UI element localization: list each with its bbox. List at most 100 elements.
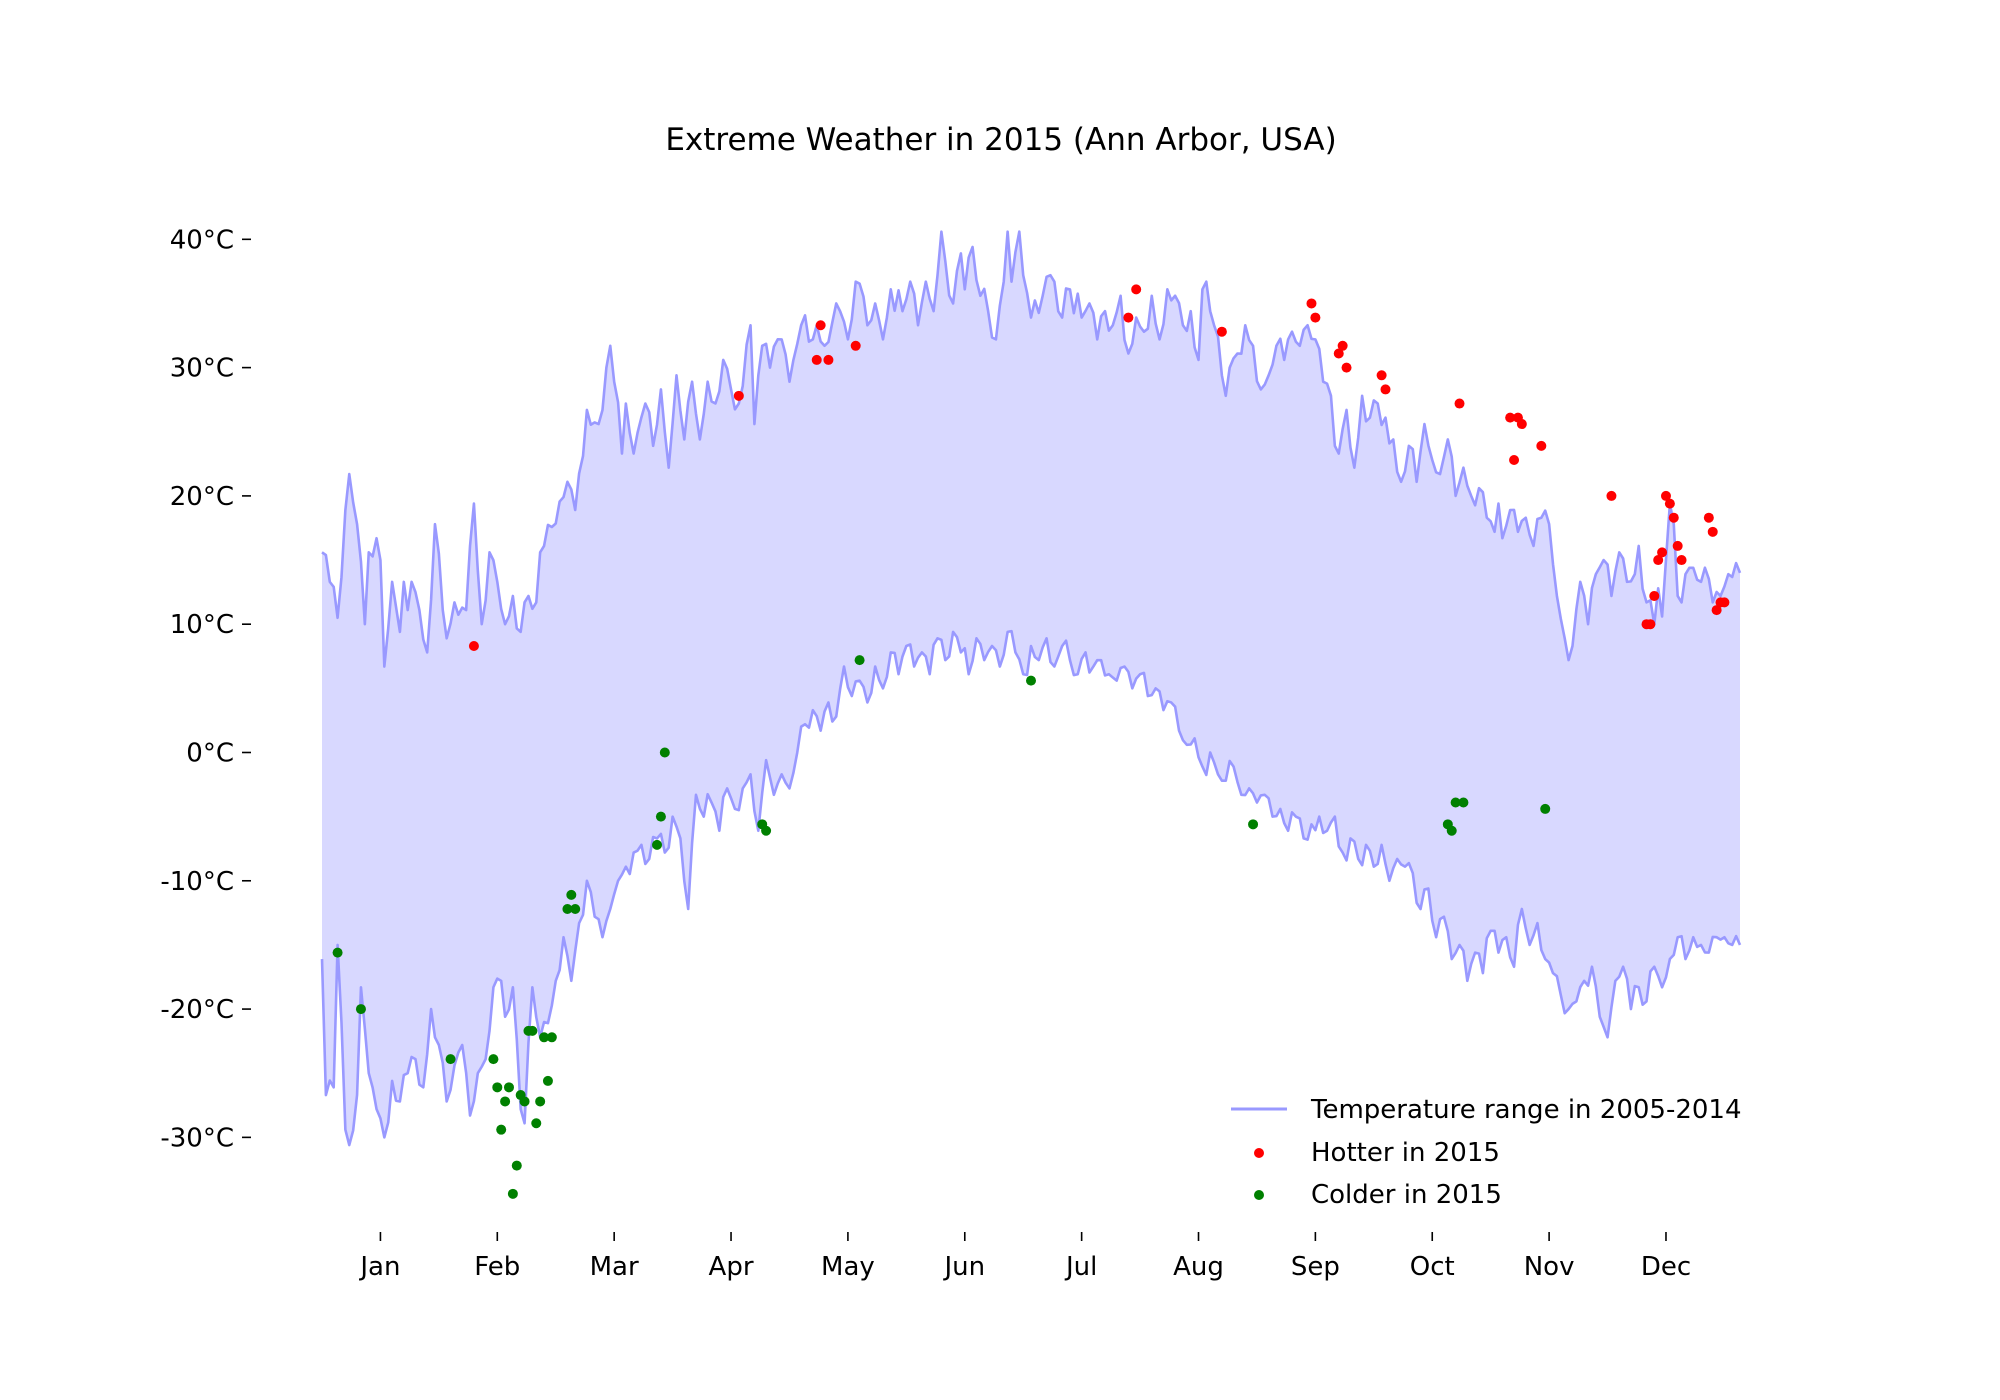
- x-tick-label: Nov: [1524, 1252, 1575, 1282]
- y-tick-label: -30°C: [160, 1123, 234, 1153]
- colder-point: [566, 889, 577, 900]
- hotter-point: [1376, 370, 1387, 381]
- y-tick-label: 20°C: [170, 482, 234, 512]
- colder-point: [1458, 797, 1469, 808]
- colder-point: [496, 1124, 507, 1135]
- legend-label: Hotter in 2015: [1311, 1138, 1500, 1168]
- hotter-point: [1657, 547, 1668, 558]
- temperature-range-fill: [322, 231, 1740, 1146]
- colder-point: [445, 1054, 456, 1065]
- colder-point: [562, 904, 573, 915]
- hotter-point: [1310, 312, 1321, 323]
- hotter-point: [1505, 412, 1516, 423]
- legend-label: Colder in 2015: [1311, 1180, 1502, 1210]
- y-tick-label: 10°C: [170, 610, 234, 640]
- x-tick-label: Jul: [1064, 1252, 1097, 1282]
- hotter-point: [1703, 512, 1714, 523]
- x-tick-label: Sep: [1291, 1252, 1340, 1282]
- hotter-point: [815, 320, 826, 331]
- y-tick-label: 40°C: [170, 225, 234, 255]
- colder-point: [535, 1096, 546, 1107]
- hotter-point: [1337, 340, 1348, 351]
- hotter-point: [1676, 555, 1687, 566]
- legend-hot-swatch: [1254, 1148, 1264, 1158]
- hotter-point: [1649, 590, 1660, 601]
- x-tick-label: Dec: [1641, 1252, 1691, 1282]
- colder-points: [332, 655, 1551, 1199]
- x-tick-label: Oct: [1410, 1252, 1455, 1282]
- hotter-point: [468, 641, 479, 652]
- colder-point: [503, 1082, 514, 1093]
- hotter-point: [1707, 526, 1718, 537]
- x-tick-label: Mar: [590, 1252, 639, 1282]
- legend-cold-swatch: [1254, 1190, 1264, 1200]
- hotter-point: [1719, 597, 1730, 608]
- record-high-line: [321, 230, 1742, 668]
- hotter-point: [1306, 298, 1317, 309]
- colder-point: [542, 1075, 553, 1086]
- y-tick-label: -10°C: [160, 867, 234, 897]
- x-tick-label: Apr: [709, 1252, 754, 1282]
- hotter-point: [823, 354, 834, 365]
- colder-point: [1248, 819, 1259, 830]
- y-tick-label: -20°C: [160, 995, 234, 1025]
- hotter-point: [1653, 555, 1664, 566]
- hotter-point: [733, 390, 744, 401]
- hotter-points: [468, 284, 1730, 652]
- colder-point: [500, 1096, 511, 1107]
- y-tick-label: 30°C: [170, 354, 234, 384]
- colder-point: [655, 811, 666, 822]
- colder-point: [1450, 797, 1461, 808]
- hotter-point: [1672, 540, 1683, 551]
- colder-point: [659, 747, 670, 758]
- colder-point: [519, 1096, 530, 1107]
- hotter-point: [1606, 490, 1617, 501]
- hotter-point: [1660, 490, 1671, 501]
- x-tick-label: Jan: [358, 1252, 400, 1282]
- y-tick-label: 0°C: [186, 738, 234, 768]
- hotter-point: [1668, 512, 1679, 523]
- x-tick-label: Aug: [1173, 1252, 1224, 1282]
- plot-area: [320, 230, 1742, 1199]
- hotter-point: [1380, 384, 1391, 395]
- colder-point: [531, 1118, 542, 1129]
- hotter-point: [1454, 398, 1465, 409]
- hotter-point: [1516, 419, 1527, 430]
- x-tick-label: May: [821, 1252, 875, 1282]
- x-tick-label: Jun: [942, 1252, 985, 1282]
- colder-point: [332, 947, 343, 958]
- colder-point: [527, 1025, 538, 1036]
- colder-point: [854, 655, 865, 666]
- record-low-line: [320, 629, 1742, 1147]
- colder-point: [652, 839, 663, 850]
- hotter-point: [1536, 440, 1547, 451]
- colder-point: [488, 1054, 499, 1065]
- colder-point: [1540, 803, 1551, 814]
- chart-title: Extreme Weather in 2015 (Ann Arbor, USA): [665, 122, 1336, 158]
- hotter-point: [1509, 454, 1520, 465]
- colder-point: [570, 904, 581, 915]
- hotter-point: [1123, 312, 1134, 323]
- y-axis: 40°C 30°C 20°C 10°C 0°C -10°C -20°C -30°C: [160, 225, 251, 1153]
- colder-point: [492, 1082, 503, 1093]
- hotter-point: [1333, 348, 1344, 359]
- hotter-point: [1711, 605, 1722, 616]
- colder-point: [546, 1032, 557, 1043]
- x-tick-label: Feb: [474, 1252, 520, 1282]
- legend-label: Temperature range in 2005-2014: [1310, 1095, 1742, 1125]
- hotter-point: [1664, 498, 1675, 509]
- hotter-point: [850, 340, 861, 351]
- hotter-point: [1341, 362, 1352, 373]
- colder-point: [761, 825, 772, 836]
- colder-point: [1026, 675, 1036, 686]
- hotter-point: [1131, 284, 1142, 295]
- legend: Temperature range in 2005-2014 Hotter in …: [1231, 1095, 1742, 1210]
- colder-point: [539, 1032, 550, 1043]
- hotter-point: [1645, 619, 1656, 630]
- hotter-point: [1216, 326, 1227, 337]
- colder-point: [355, 1004, 366, 1015]
- colder-point: [507, 1188, 518, 1199]
- hotter-point: [811, 354, 822, 365]
- colder-point: [511, 1160, 522, 1171]
